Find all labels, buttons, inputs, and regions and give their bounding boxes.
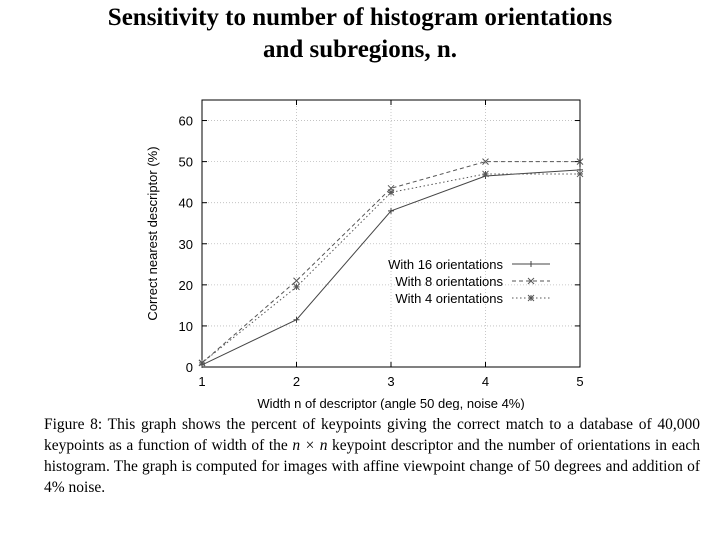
caption-suffix: keypoint descriptor and the number of or… (44, 437, 700, 496)
data-point (576, 170, 584, 178)
data-point (528, 261, 534, 267)
data-point (527, 277, 535, 285)
x-axis-label: Width n of descriptor (angle 50 deg, noi… (257, 396, 524, 410)
data-point (576, 158, 584, 165)
y-tick-label: 60 (179, 114, 193, 129)
plot-frame (201, 99, 581, 368)
y-axis-label: Correct nearest descriptor (%) (145, 146, 160, 320)
data-point (482, 170, 489, 178)
y-tick-label: 30 (179, 237, 193, 252)
title-line-2: and subregions, n. (262, 36, 458, 63)
y-tick-label: 20 (179, 278, 193, 293)
data-point (388, 207, 394, 214)
data-point (482, 158, 489, 165)
legend-label: With 4 orientations (395, 291, 503, 306)
y-tick-label: 50 (179, 155, 193, 170)
data-point (293, 283, 300, 291)
data-point (527, 294, 535, 302)
x-tick-label: 3 (387, 374, 394, 389)
x-tick-label: 2 (293, 374, 300, 389)
figure-caption: Figure 8: This graph shows the percent o… (44, 414, 700, 498)
series-line-3 (201, 173, 580, 364)
x-tick-label: 4 (482, 374, 489, 389)
y-tick-label: 40 (179, 196, 193, 211)
legend: With 16 orientations With 8 orientations W… (388, 257, 550, 306)
x-tick-label: 5 (576, 374, 583, 389)
data-point (293, 316, 300, 323)
series-lines (198, 158, 584, 368)
legend-label: With 8 orientations (395, 274, 503, 289)
caption-prefix: Figure 8: This graph shows the percent o… (44, 416, 700, 454)
series-line-2 (201, 161, 580, 364)
x-tick-label: 1 (198, 374, 205, 389)
axis-ticks: 0 10 20 30 40 50 60 1 2 3 4 5 (179, 100, 584, 389)
y-tick-label: 0 (186, 360, 193, 375)
page-title: Sensitivity to number of histogram orien… (0, 2, 720, 66)
legend-label: With 16 orientations (388, 257, 503, 272)
data-point (387, 189, 395, 196)
data-point (198, 359, 206, 367)
data-point (293, 277, 300, 285)
title-line-1: Sensitivity to number of histogram orien… (107, 4, 613, 31)
y-tick-label: 10 (179, 319, 193, 334)
caption-math: n × n (292, 437, 328, 454)
grid-lines (202, 100, 580, 367)
